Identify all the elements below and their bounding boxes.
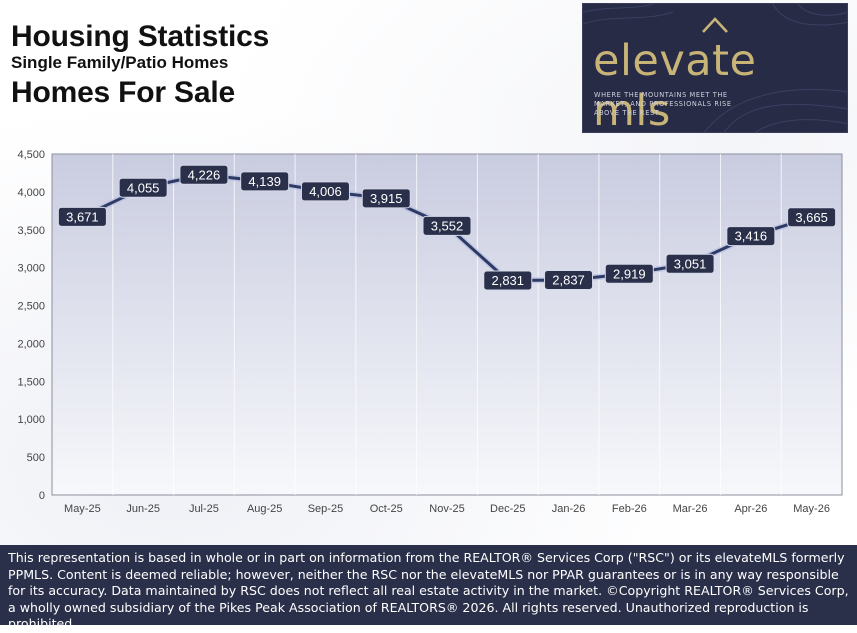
- data-label-box: [604, 263, 654, 284]
- data-point: 3,552: [422, 215, 472, 236]
- data-label-box: [361, 188, 411, 209]
- contour-pattern: [583, 4, 847, 132]
- data-label: 4,226: [188, 167, 221, 182]
- x-tick-label: Dec-25: [490, 503, 525, 515]
- metric-title: Homes For Sale: [11, 76, 235, 109]
- page-subtitle: Single Family/Patio Homes: [11, 53, 229, 72]
- data-label: 2,837: [552, 273, 585, 288]
- y-tick-label: 1,500: [17, 376, 45, 388]
- disclaimer-text: This representation is based in whole or…: [8, 550, 849, 631]
- y-tick-label: 3,000: [17, 263, 45, 275]
- data-label: 3,416: [735, 229, 768, 244]
- data-label-box: [300, 181, 350, 202]
- data-label: 2,831: [491, 273, 524, 288]
- x-tick-label: Jan-26: [552, 503, 586, 515]
- data-label: 4,055: [127, 180, 160, 195]
- data-label: 3,552: [431, 218, 464, 233]
- data-point: 4,055: [118, 177, 168, 198]
- y-tick-label: 4,500: [17, 149, 45, 161]
- data-label-box: [118, 177, 168, 198]
- data-label: 4,139: [248, 174, 281, 189]
- data-label: 3,671: [66, 209, 99, 224]
- data-label-box: [665, 253, 715, 274]
- roof-mark-icon: [702, 17, 728, 33]
- data-label: 4,006: [309, 184, 342, 199]
- data-point: 3,671: [57, 206, 107, 227]
- x-tick-label: Aug-25: [247, 503, 282, 515]
- data-point: 3,915: [361, 188, 411, 209]
- data-point: 4,226: [179, 164, 229, 185]
- page-title: Housing Statistics: [11, 20, 270, 53]
- y-tick-label: 3,500: [17, 225, 45, 237]
- data-point: 3,416: [726, 226, 776, 247]
- data-label-box: [726, 226, 776, 247]
- x-tick-label: Mar-26: [673, 503, 708, 515]
- data-label: 2,919: [613, 266, 646, 281]
- data-point: 2,919: [604, 263, 654, 284]
- x-tick-label: Feb-26: [612, 503, 647, 515]
- logo-wordmark: elevate mls: [593, 36, 757, 133]
- data-label: 3,915: [370, 191, 403, 206]
- x-tick-label: Jul-25: [189, 503, 219, 515]
- y-tick-label: 2,000: [17, 338, 45, 350]
- y-tick-label: 4,000: [17, 187, 45, 199]
- x-tick-label: Nov-25: [429, 503, 464, 515]
- plot-area: [51, 153, 843, 496]
- data-point: 2,831: [483, 270, 533, 291]
- y-tick-label: 2,500: [17, 301, 45, 313]
- data-label-box: [240, 171, 290, 192]
- data-label-box: [57, 206, 107, 227]
- x-tick-label: Sep-25: [308, 503, 343, 515]
- data-point: 3,051: [665, 253, 715, 274]
- x-tick-label: May-25: [64, 503, 101, 515]
- logo-tagline: Where the mountains meet the market, and…: [594, 91, 732, 117]
- data-label-box: [544, 270, 594, 291]
- x-tick-label: Jun-25: [126, 503, 160, 515]
- homes-for-sale-chart: 0 500 1,000 1,500 2,000 2,500 3,000 3,500 4,000 4…: [17, 149, 843, 515]
- y-tick-label: 0: [39, 490, 45, 502]
- data-point: 4,139: [240, 171, 290, 192]
- data-label-box: [787, 207, 837, 228]
- data-point: 4,006: [300, 181, 350, 202]
- data-point: 2,837: [544, 270, 594, 291]
- data-label: 3,665: [795, 210, 828, 225]
- elevate-mls-logo: elevate mls Where the mountains meet the…: [582, 3, 848, 133]
- data-point: 3,665: [787, 207, 837, 228]
- y-tick-label: 1,000: [17, 414, 45, 426]
- x-tick-label: Oct-25: [370, 503, 403, 515]
- title-block: Housing Statistics Single Family/Patio H…: [11, 20, 269, 110]
- x-tick-label: Apr-26: [734, 503, 767, 515]
- disclaimer-footer: This representation is based in whole or…: [0, 545, 857, 631]
- data-label-box: [179, 164, 229, 185]
- data-label: 3,051: [674, 256, 707, 271]
- data-label-box: [422, 215, 472, 236]
- x-tick-label: May-26: [793, 503, 830, 515]
- data-label-box: [483, 270, 533, 291]
- y-tick-label: 500: [27, 452, 45, 464]
